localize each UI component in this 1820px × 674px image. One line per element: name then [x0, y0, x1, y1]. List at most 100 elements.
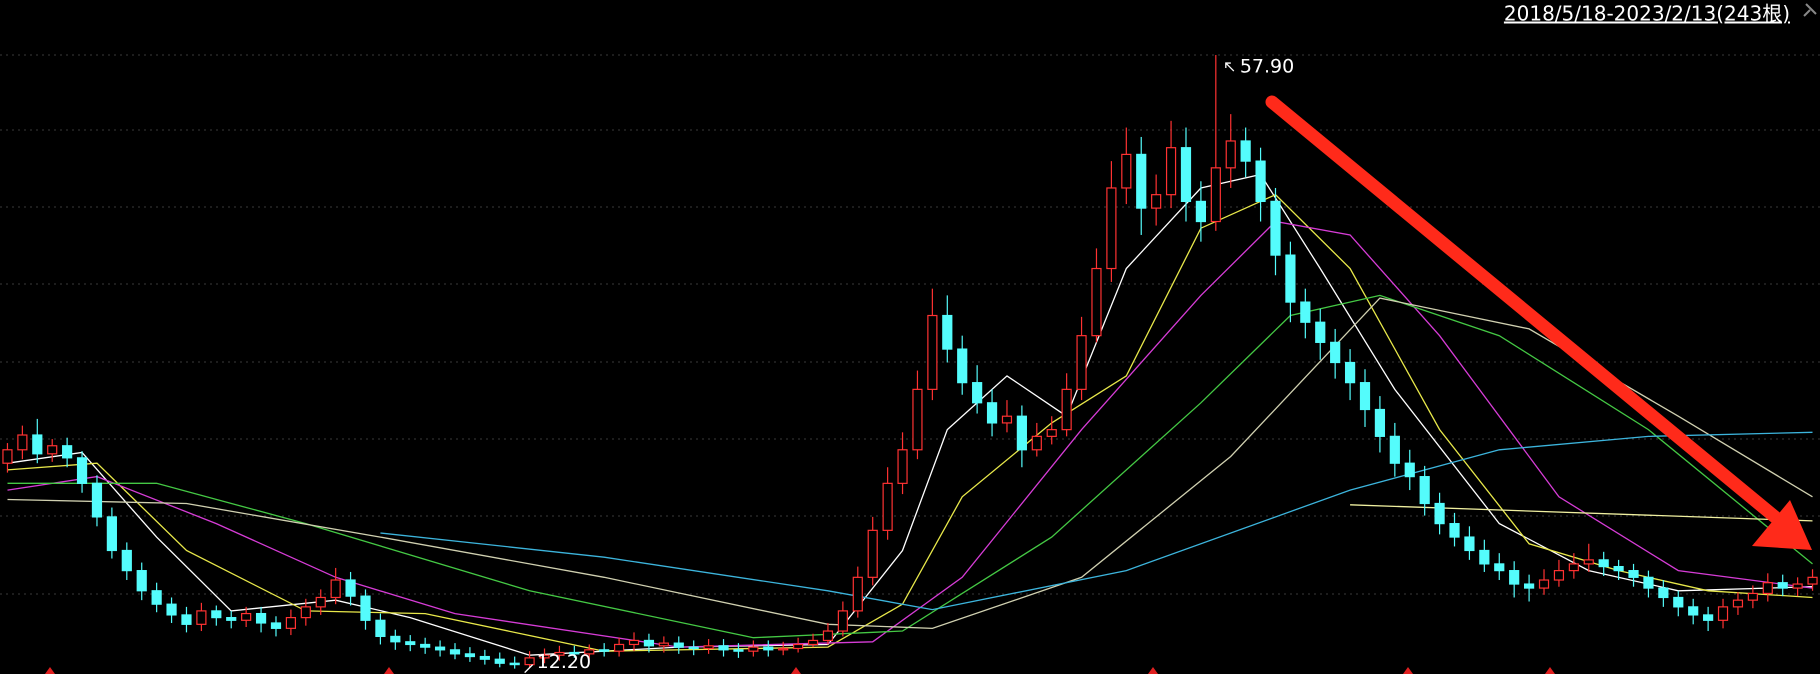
candle-body — [1240, 140, 1251, 162]
candle-body — [166, 603, 177, 616]
candle-body — [1210, 167, 1221, 223]
candle-body — [509, 662, 520, 666]
candle-body — [539, 654, 550, 659]
event-marker — [384, 667, 394, 674]
candle-body — [479, 655, 490, 660]
candle-body — [211, 610, 222, 619]
candle-body — [1747, 592, 1758, 601]
candle-body — [1151, 194, 1162, 209]
candle-body — [255, 612, 267, 624]
candle-body — [1076, 335, 1087, 390]
candle-body — [793, 643, 804, 650]
candle-body — [1106, 187, 1117, 270]
candle-body — [1762, 582, 1773, 595]
candle-body — [91, 482, 103, 518]
candle-body — [241, 612, 252, 621]
candle-body — [1673, 596, 1684, 608]
candle-body — [285, 617, 297, 629]
candle-body — [47, 445, 58, 455]
moving-average-line — [380, 431, 1813, 611]
candle-body — [613, 643, 625, 652]
candle-body — [807, 639, 819, 646]
candle-body — [1777, 582, 1788, 589]
candle-body — [1717, 606, 1729, 621]
candle-body — [927, 314, 938, 390]
candle-body — [1598, 559, 1609, 568]
candle-body — [1583, 559, 1594, 565]
candle-body — [1658, 587, 1669, 599]
candle-body — [599, 649, 610, 652]
candle-body — [1479, 549, 1490, 565]
candle-body — [1091, 267, 1102, 337]
candle-body — [1538, 579, 1550, 589]
candle-body — [62, 445, 73, 459]
candle-body — [569, 651, 580, 655]
candle-body — [822, 630, 834, 642]
candle-body — [345, 579, 356, 597]
candle-body — [1553, 570, 1565, 581]
candle-body — [181, 614, 192, 625]
candle-body — [1136, 153, 1147, 209]
candle-body — [1449, 523, 1460, 538]
moving-average-line — [1350, 504, 1813, 522]
candle-body — [136, 570, 147, 592]
candle-body — [1165, 147, 1177, 196]
candle-body — [1285, 254, 1296, 303]
candle-body — [151, 590, 162, 605]
candle-body — [1628, 570, 1639, 578]
arrow-shaft — [1265, 95, 1782, 524]
candle-body — [449, 649, 461, 655]
candle-body — [2, 449, 13, 464]
candle-body — [688, 646, 699, 650]
candle-body — [1300, 301, 1311, 323]
candle-body — [464, 653, 476, 658]
event-marker — [1545, 667, 1555, 674]
candle-body — [1419, 476, 1430, 505]
moving-average-line — [7, 297, 1813, 630]
candle-body — [1703, 614, 1714, 621]
annotation-pointer-head — [1225, 62, 1231, 69]
candle-body — [584, 649, 595, 655]
candle-body — [867, 529, 878, 578]
candle-body — [226, 617, 237, 621]
candle-body — [270, 622, 282, 629]
trend-arrow — [1265, 95, 1812, 550]
candle-body — [703, 645, 714, 650]
candle-body — [524, 657, 535, 666]
candle-body — [1389, 435, 1400, 464]
event-marker — [45, 667, 55, 674]
candle-body — [1270, 200, 1281, 256]
candle-body — [315, 596, 326, 608]
candle-body — [778, 647, 789, 651]
range-label[interactable]: 2018/5/18-2023/2/13(243根) — [1504, 2, 1790, 26]
candle-body — [1180, 147, 1192, 202]
candle-body — [1792, 583, 1803, 589]
candle-body — [330, 579, 341, 599]
candle-body — [1613, 565, 1624, 572]
candle-body — [1807, 576, 1818, 585]
candle-body — [912, 388, 923, 451]
candle-body — [1523, 583, 1535, 589]
candle-body — [658, 642, 669, 647]
candle-body — [897, 449, 908, 484]
candle-body — [32, 434, 43, 455]
candle-body — [1315, 321, 1326, 343]
candle-body — [1404, 462, 1415, 478]
candle-body — [106, 516, 117, 552]
candle-body — [718, 645, 729, 651]
candle-body — [1688, 606, 1699, 616]
candle-body — [957, 348, 968, 384]
candle-body — [643, 639, 655, 647]
candle-body — [733, 649, 744, 652]
pin-icon[interactable] — [1803, 3, 1817, 17]
candle-body — [121, 549, 132, 572]
candle-body — [1031, 435, 1042, 451]
candle-body — [494, 658, 505, 664]
candle-body — [1509, 570, 1520, 585]
annotation-pointer — [1225, 62, 1235, 72]
candle-body — [1001, 415, 1013, 424]
event-markers — [45, 667, 1555, 674]
event-marker — [1403, 667, 1413, 674]
candle-body — [763, 646, 774, 651]
